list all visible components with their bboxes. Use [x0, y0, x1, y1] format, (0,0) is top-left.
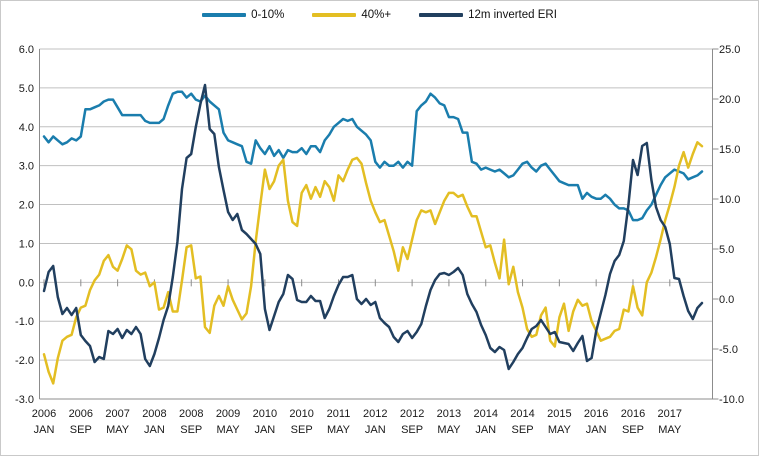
left-axis-tick-label: 5.0 [19, 83, 34, 95]
right-axis-tick-label: 5.0 [719, 244, 734, 256]
x-axis-year-label: 2009 [216, 408, 240, 420]
series-line-40- [42, 141, 704, 385]
x-axis-year-label: 2008 [142, 408, 166, 420]
x-axis-month-label: JAN [365, 424, 386, 436]
left-axis-tick-label: 6.0 [19, 44, 34, 56]
right-axis-tick-label: 25.0 [719, 44, 740, 56]
x-axis-month-label: SEP [622, 424, 644, 436]
right-axis-tick-label: 0.0 [719, 294, 734, 306]
x-axis-year-label: 2010 [253, 408, 277, 420]
left-axis-tick-label: 0.0 [19, 277, 34, 289]
right-axis-tick-label: -10.0 [719, 394, 744, 406]
right-axis-tick-label: 20.0 [719, 94, 740, 106]
x-axis-year-label: 2014 [510, 408, 534, 420]
x-axis-month-label: SEP [180, 424, 202, 436]
x-axis-month-label: JAN [586, 424, 607, 436]
x-axis-year-label: 2016 [621, 408, 645, 420]
x-axis-month-label: MAY [106, 424, 130, 436]
x-axis-year-label: 2007 [105, 408, 129, 420]
x-axis-month-label: SEP [70, 424, 92, 436]
x-axis-month-label: MAY [327, 424, 351, 436]
right-axis-tick-label: 10.0 [719, 194, 740, 206]
x-axis-month-label: JAN [34, 424, 55, 436]
x-axis-month-label: MAY [217, 424, 241, 436]
series-line-12m-inverted-eri [42, 83, 704, 371]
legend-item-0-10pct: 0-10% [202, 9, 284, 21]
x-axis-year-label: 2014 [473, 408, 497, 420]
legend-label: 40%+ [361, 9, 392, 21]
right-axis-tick-label: 15.0 [719, 144, 740, 156]
x-axis-year-label: 2012 [400, 408, 424, 420]
x-axis-year-label: 2016 [584, 408, 608, 420]
left-axis-tick-label: 1.0 [19, 238, 34, 250]
legend-item-40pct-plus: 40%+ [312, 9, 391, 21]
right-axis-tick-label: -5.0 [719, 344, 738, 356]
left-axis-tick-label: -3.0 [15, 394, 34, 406]
left-axis-tick-label: -1.0 [15, 316, 34, 328]
x-axis-year-label: 2006 [69, 408, 93, 420]
left-axis-tick-label: 4.0 [19, 122, 34, 134]
x-axis-month-label: SEP [291, 424, 313, 436]
x-axis-year-label: 2010 [289, 408, 313, 420]
legend-line-swatch-blue [202, 13, 247, 17]
left-axis-tick-label: -2.0 [15, 355, 34, 367]
legend-label: 12m inverted ERI [468, 9, 557, 21]
legend-label: 0-10% [251, 9, 285, 21]
series-line-0-10- [42, 90, 704, 222]
x-axis-year-label: 2008 [179, 408, 203, 420]
x-axis-year-label: 2006 [32, 408, 56, 420]
x-axis-year-label: 2015 [547, 408, 571, 420]
x-axis-month-label: JAN [475, 424, 496, 436]
x-axis-month-label: JAN [144, 424, 165, 436]
x-axis-year-label: 2013 [437, 408, 461, 420]
x-axis-year-label: 2017 [658, 408, 682, 420]
x-axis-year-label: 2012 [363, 408, 387, 420]
legend: 0-10% 40%+ 12m inverted ERI [1, 9, 758, 21]
legend-item-12m-inverted-eri: 12m inverted ERI [419, 9, 557, 21]
left-axis-tick-label: 2.0 [19, 200, 34, 212]
x-axis-month-label: MAY [437, 424, 461, 436]
x-axis-month-label: JAN [254, 424, 275, 436]
x-axis-year-label: 2011 [327, 408, 351, 420]
legend-line-swatch-navy [419, 13, 464, 17]
legend-line-swatch-yellow [312, 13, 357, 17]
x-axis-month-label: SEP [401, 424, 423, 436]
x-axis-month-label: SEP [512, 424, 534, 436]
x-axis-month-label: MAY [548, 424, 572, 436]
x-axis-month-label: MAY [658, 424, 682, 436]
left-axis-tick-label: 3.0 [19, 161, 34, 173]
